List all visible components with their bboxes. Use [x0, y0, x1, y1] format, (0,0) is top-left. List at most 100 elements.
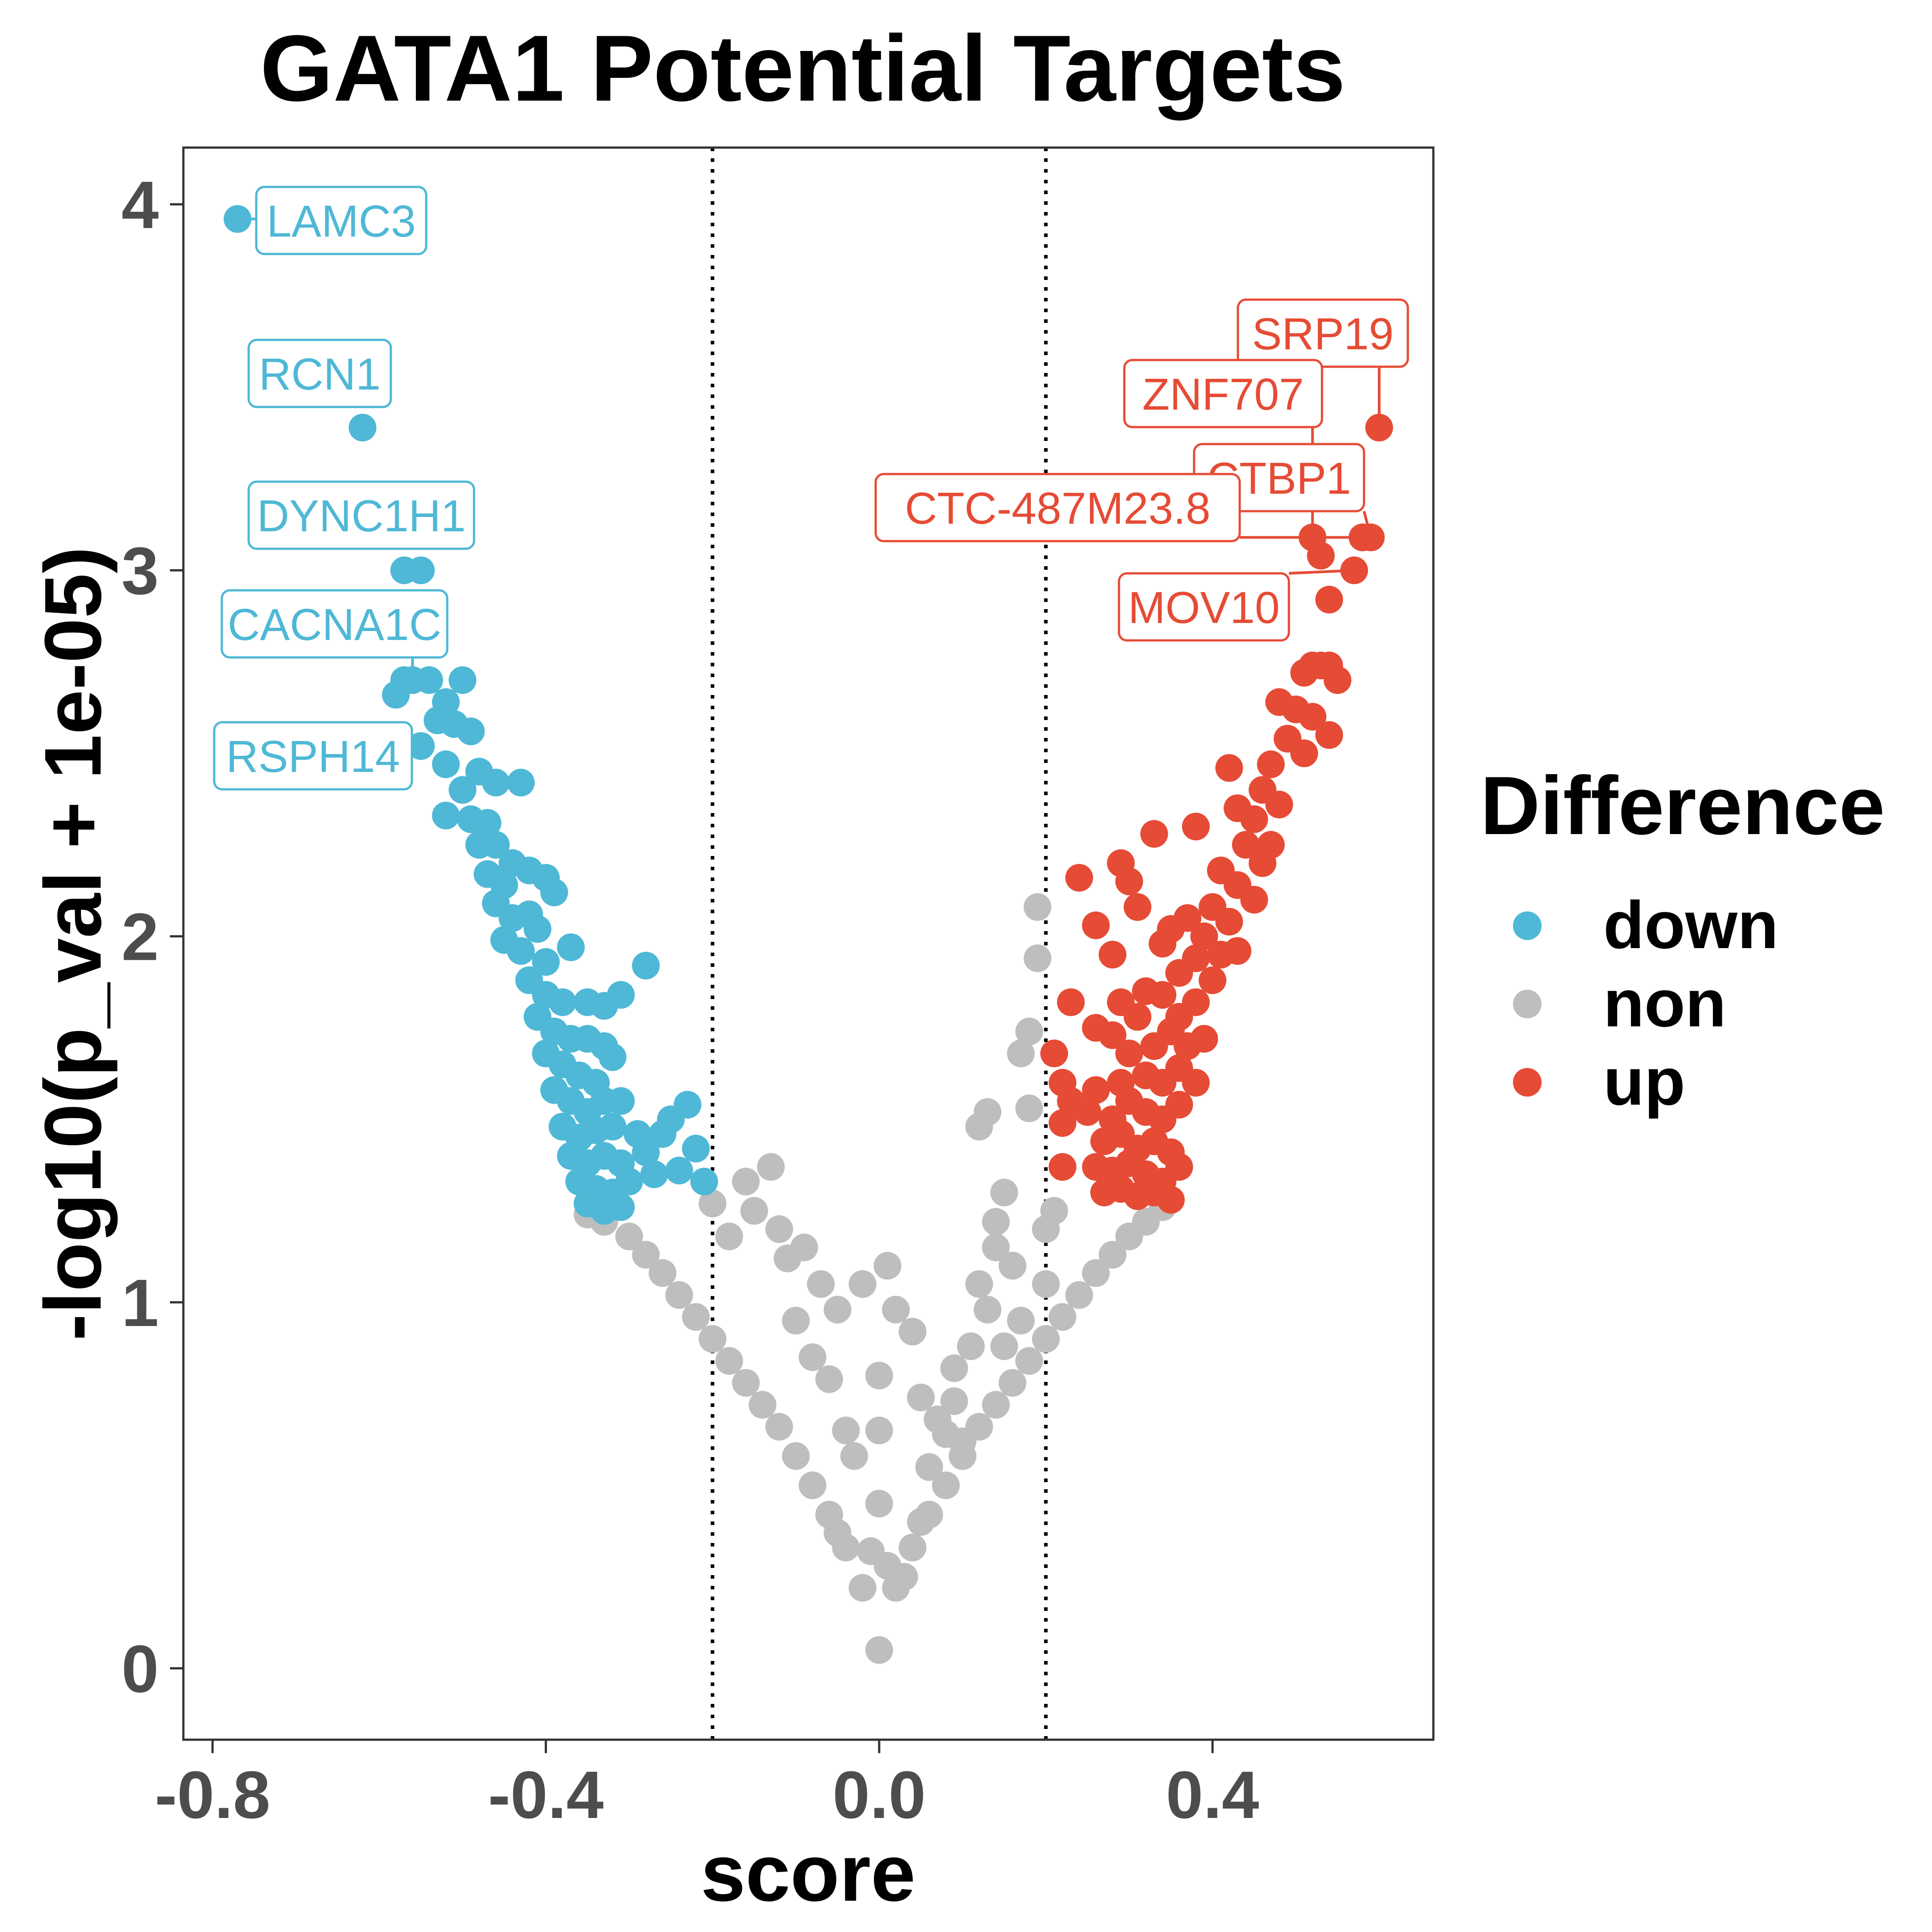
point-non: [1007, 1039, 1035, 1068]
gene-labels: LAMC3 RCN1 DYNC1H1 CACNA1C RSPH14 SRP19 ZNF707…: [213, 186, 1409, 791]
point-up: [1165, 1091, 1193, 1119]
point-down: [640, 1160, 668, 1188]
point-non: [615, 1222, 643, 1250]
point-non: [632, 1241, 660, 1269]
point-up: [1182, 944, 1210, 972]
point-non: [648, 1259, 677, 1287]
point-non: [965, 1270, 993, 1298]
point-up: [1240, 805, 1268, 833]
point-non: [957, 1332, 985, 1360]
point-up: [1315, 585, 1343, 614]
series-down: [224, 205, 718, 1225]
point-non: [732, 1369, 760, 1397]
point-non: [898, 1318, 927, 1346]
legend-label-non: non: [1603, 966, 1726, 1041]
point-down: [540, 878, 568, 907]
point-up: [1199, 966, 1227, 994]
point-non: [932, 1471, 960, 1500]
gene-label-box: [1123, 359, 1323, 428]
point-non: [865, 1361, 893, 1390]
legend-key-up: [1513, 1068, 1542, 1097]
point-up: [1082, 911, 1110, 940]
point-down: [407, 556, 435, 585]
point-non: [890, 1563, 918, 1591]
point-non: [740, 1197, 768, 1225]
point-down: [590, 992, 618, 1020]
point-non: [940, 1354, 968, 1382]
point-down: [607, 1193, 635, 1221]
point-non: [782, 1306, 810, 1335]
point-non: [873, 1252, 902, 1280]
point-non: [940, 1387, 968, 1415]
point-non: [807, 1270, 835, 1298]
point-up: [1290, 739, 1318, 767]
point-down: [598, 1113, 627, 1141]
point-non: [1065, 1281, 1093, 1309]
point-up: [1307, 542, 1335, 570]
axes: -0.8 -0.4 0.0 0.4 0 1 2 3 4: [122, 167, 1259, 1832]
point-down: [615, 1167, 643, 1195]
point-non: [999, 1252, 1027, 1280]
x-tick-label: -0.8: [155, 1757, 270, 1832]
point-non: [1007, 1306, 1035, 1335]
point-non: [699, 1325, 727, 1353]
point-down: [532, 948, 560, 976]
point-down: [632, 1138, 660, 1166]
point-up: [1098, 1021, 1127, 1049]
legend-key-non: [1513, 990, 1542, 1018]
point-up: [1224, 937, 1252, 965]
point-up: [1073, 1098, 1102, 1126]
point-up: [1048, 1153, 1076, 1181]
point-down: [632, 952, 660, 980]
point-down: [348, 414, 377, 442]
point-non: [982, 1208, 1010, 1236]
point-up: [1182, 1068, 1210, 1097]
point-non: [1015, 1017, 1043, 1046]
legend-label-down: down: [1603, 887, 1779, 962]
point-non: [840, 1442, 868, 1470]
gene-label-text: LAMC3: [267, 196, 415, 246]
point-non: [765, 1413, 793, 1441]
point-non: [990, 1178, 1018, 1207]
point-up: [1323, 666, 1352, 694]
y-tick-label: 2: [122, 899, 159, 974]
point-down: [690, 1167, 718, 1195]
point-non: [1032, 1325, 1060, 1353]
point-non: [715, 1347, 743, 1375]
point-up: [1040, 1039, 1068, 1068]
gene-label-box: [213, 721, 413, 791]
y-tick-label: 3: [122, 533, 159, 608]
point-down: [665, 1157, 693, 1185]
point-non: [1098, 1241, 1127, 1269]
point-down: [449, 776, 477, 804]
point-non: [782, 1442, 810, 1470]
y-tick-label: 0: [122, 1631, 159, 1706]
legend-key-down: [1513, 911, 1542, 940]
point-up: [1115, 867, 1143, 895]
point-up: [1057, 988, 1085, 1016]
gene-label-text: CACNA1C: [228, 600, 441, 650]
gene-label-text: RCN1: [259, 349, 381, 399]
point-up: [1132, 977, 1160, 1005]
label-connector: [1363, 511, 1373, 538]
point-down: [607, 1087, 635, 1115]
point-non: [798, 1343, 826, 1371]
point-non: [682, 1303, 710, 1331]
point-non: [665, 1281, 693, 1309]
y-tick-label: 4: [122, 167, 159, 242]
point-down: [682, 1135, 710, 1163]
point-up: [1215, 754, 1243, 782]
gene-label-box: [1118, 572, 1290, 642]
point-non: [773, 1244, 801, 1272]
x-axis-label: score: [701, 1828, 915, 1918]
point-non: [1015, 1094, 1043, 1123]
series-non: [573, 893, 1177, 1664]
gene-label-box: [247, 480, 475, 550]
point-down: [432, 801, 460, 830]
point-non: [732, 1167, 760, 1195]
plot-area: LAMC3 RCN1 DYNC1H1 CACNA1C RSPH14 SRP19 ZNF707…: [213, 148, 1409, 1740]
gene-label-text: CTC-487M23.8: [905, 483, 1211, 534]
point-non: [848, 1574, 877, 1602]
point-non: [699, 1190, 727, 1218]
point-non: [1040, 1197, 1068, 1225]
